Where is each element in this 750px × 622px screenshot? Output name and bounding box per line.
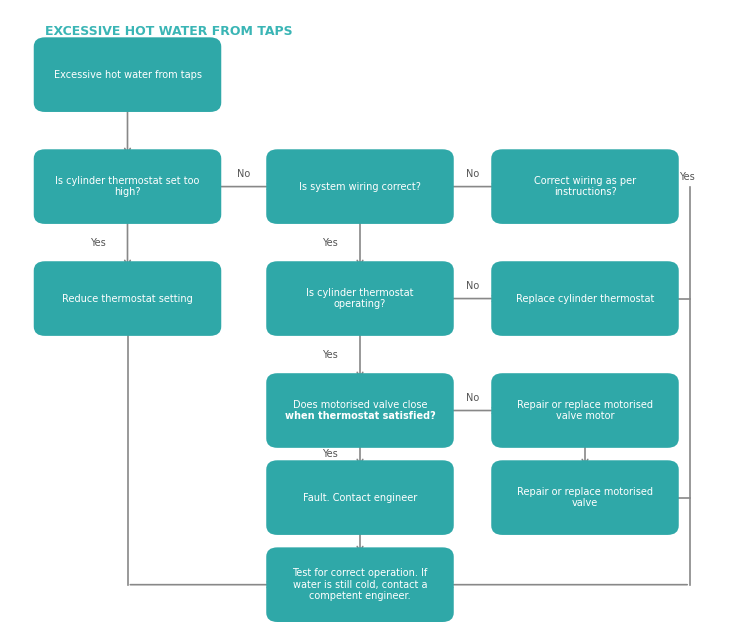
Text: Repair or replace motorised
valve motor: Repair or replace motorised valve motor [517, 400, 653, 421]
FancyBboxPatch shape [266, 460, 454, 535]
Text: Excessive hot water from taps: Excessive hot water from taps [53, 70, 202, 80]
Text: No: No [237, 169, 250, 179]
Text: Replace cylinder thermostat: Replace cylinder thermostat [516, 294, 654, 304]
Text: Yes: Yes [322, 350, 338, 360]
FancyBboxPatch shape [34, 37, 221, 112]
Text: Is system wiring correct?: Is system wiring correct? [299, 182, 421, 192]
Text: No: No [466, 281, 479, 291]
Text: Repair or replace motorised
valve: Repair or replace motorised valve [517, 487, 653, 508]
Text: Yes: Yes [322, 238, 338, 248]
FancyBboxPatch shape [34, 149, 221, 224]
Text: Yes: Yes [90, 238, 105, 248]
Text: Yes: Yes [322, 449, 338, 459]
Text: Is cylinder thermostat set too
high?: Is cylinder thermostat set too high? [56, 176, 200, 197]
FancyBboxPatch shape [491, 373, 679, 448]
Text: No: No [466, 169, 479, 179]
Text: Does motorised valve close: Does motorised valve close [292, 400, 427, 410]
FancyBboxPatch shape [491, 261, 679, 336]
Text: Correct wiring as per
instructions?: Correct wiring as per instructions? [534, 176, 636, 197]
Text: Is cylinder thermostat
operating?: Is cylinder thermostat operating? [306, 288, 414, 309]
FancyBboxPatch shape [266, 261, 454, 336]
FancyBboxPatch shape [266, 373, 454, 448]
Text: Fault. Contact engineer: Fault. Contact engineer [303, 493, 417, 503]
FancyBboxPatch shape [491, 149, 679, 224]
FancyBboxPatch shape [266, 149, 454, 224]
Text: EXCESSIVE HOT WATER FROM TAPS: EXCESSIVE HOT WATER FROM TAPS [45, 25, 292, 38]
FancyBboxPatch shape [491, 460, 679, 535]
Text: No: No [466, 393, 479, 403]
FancyBboxPatch shape [266, 547, 454, 622]
Text: Yes: Yes [679, 172, 694, 182]
Text: Test for correct operation. If
water is still cold, contact a
competent engineer: Test for correct operation. If water is … [292, 568, 427, 601]
Text: Reduce thermostat setting: Reduce thermostat setting [62, 294, 193, 304]
FancyBboxPatch shape [34, 261, 221, 336]
Text: when thermostat satisfied?: when thermostat satisfied? [285, 411, 435, 421]
